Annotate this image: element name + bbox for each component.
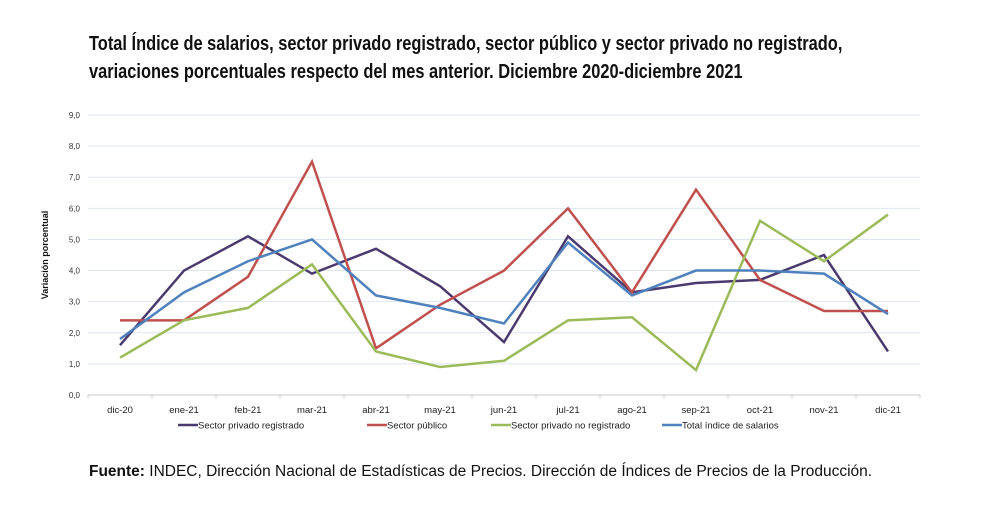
legend-label: Total índice de salarios [682,421,779,432]
y-tick-label: 7,0 [69,173,81,182]
y-tick-label: 1,0 [69,360,81,369]
y-tick-label: 5,0 [69,235,81,244]
legend-label: Sector público [387,421,447,432]
legend-label: Sector privado no registrado [511,421,630,432]
series-line-2 [120,158,888,351]
y-tick-label: 4,0 [69,267,81,276]
x-tick-label: abr-21 [362,405,389,416]
x-tick-label: ago-21 [617,405,647,416]
x-tick-label: mar-21 [297,405,327,416]
x-tick-label: dic-20 [107,405,133,416]
x-tick-label: ene-21 [169,405,199,416]
x-tick-label: feb-21 [235,405,262,416]
source-label: Fuente: [89,463,145,480]
y-tick-label: 2,0 [69,329,81,338]
series-line-1 [119,234,890,353]
chart-title: Total Índice de salarios, sector privado… [89,30,842,86]
series-line-4 [119,238,889,341]
y-tick-label: 3,0 [69,298,81,307]
series-line-3 [119,213,889,373]
y-tick-label: 9,0 [69,111,81,120]
x-tick-label: may-21 [424,405,456,416]
y-tick-label: 6,0 [69,204,81,213]
source-note: Fuente: INDEC, Dirección Nacional de Est… [89,463,872,481]
x-tick-label: jul-21 [555,405,579,416]
x-tick-label: sep-21 [681,405,710,416]
source-text: INDEC, Dirección Nacional de Estadística… [144,463,873,480]
title-line-1: Total Índice de salarios, sector privado… [89,32,843,55]
y-axis-label: Variación porcentual [40,211,50,300]
x-tick-label: nov-21 [809,405,838,416]
x-tick-label: oct-21 [747,405,773,416]
y-tick-label: 8,0 [69,142,81,151]
y-tick-label: 0,0 [69,391,81,400]
x-tick-label: dic-21 [875,405,901,416]
legend-label: Sector privado registrado [198,421,304,432]
x-tick-label: jun-21 [490,405,517,416]
title-line-2: variaciones porcentuales respecto del me… [89,60,743,83]
